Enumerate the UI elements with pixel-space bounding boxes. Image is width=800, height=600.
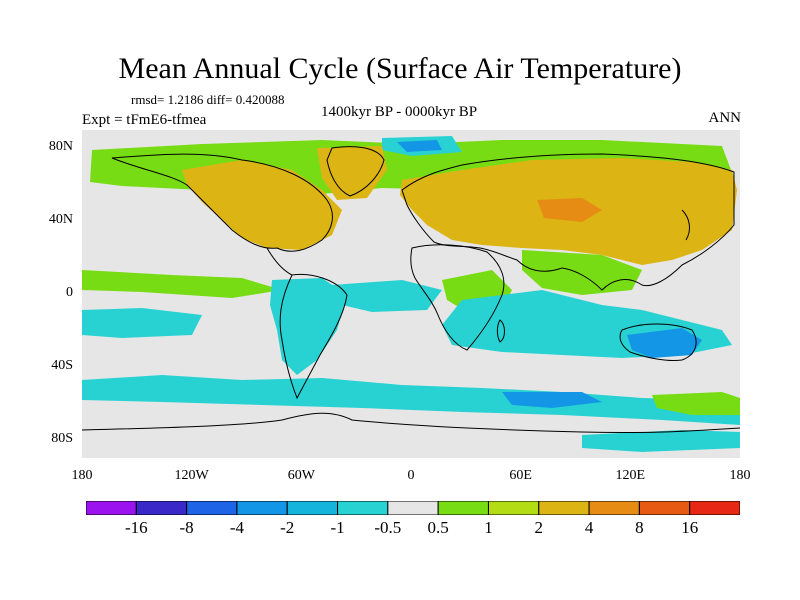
antarctic-green: [652, 392, 740, 415]
colorbar-level-label: 2: [534, 518, 544, 537]
lon-label: 180: [729, 468, 751, 483]
north-pacific-green: [82, 270, 282, 298]
colorbar-level-label: 4: [584, 518, 594, 537]
lat-label: 80S: [51, 430, 73, 446]
africa-coast: [410, 244, 505, 351]
colorbar-segment: [286, 501, 339, 515]
colorbar-level-label: 1: [484, 518, 493, 537]
antarctica-coast: [82, 412, 740, 434]
colorbar: [86, 501, 740, 515]
colorbar-level-label: -8: [179, 518, 194, 537]
south-america-cyan: [270, 278, 347, 375]
colorbar-segment: [588, 501, 640, 515]
lon-label: 180: [71, 468, 93, 483]
lat-label: 40S: [51, 357, 73, 373]
antarctic-cyan-lower: [582, 430, 740, 452]
australia-blue: [627, 328, 702, 358]
madagascar-coast: [496, 319, 505, 343]
colorbar-segment: [236, 501, 288, 515]
colorbar-level-label: -0.5: [374, 518, 402, 537]
eurasia-coast: [401, 153, 735, 291]
colorbar-level-label: 8: [635, 518, 644, 537]
southern-ocean-blue: [502, 392, 602, 408]
south-atlantic-cyan: [332, 280, 442, 312]
colorbar-level-label: 16: [681, 518, 699, 537]
australia-coast: [619, 323, 697, 361]
lat-label: 0: [66, 285, 73, 300]
colorbar-level-label: -4: [229, 518, 245, 537]
colorbar-segment: [135, 501, 188, 515]
eurasia-orange-core: [537, 198, 602, 222]
south-asia-green: [522, 250, 642, 295]
lon-label: 0: [407, 468, 415, 483]
experiment-label: Expt = tFmE6-tfmea: [82, 112, 207, 128]
tropical-pacific-cyan: [82, 308, 202, 338]
season-label: ANN: [708, 110, 742, 126]
colorbar-segment: [337, 501, 389, 515]
lon-label: 60E: [509, 468, 532, 483]
colorbar-segment: [689, 501, 740, 515]
colorbar-segment: [437, 501, 489, 515]
colorbar-segment: [387, 501, 439, 515]
colorbar-segment: [86, 501, 137, 515]
plot-title: Mean Annual Cycle (Surface Air Temperatu…: [118, 52, 682, 85]
north-america-coast: [111, 153, 333, 252]
colorbar-level-label: -1: [330, 518, 345, 537]
anomaly-fields: [82, 136, 740, 452]
greenland-coast: [326, 146, 385, 197]
greenland-warm: [317, 146, 387, 200]
lon-label: 120W: [174, 468, 209, 483]
north-america-warm: [182, 160, 342, 250]
colorbar-segment: [487, 501, 540, 515]
lat-label: 80N: [48, 139, 73, 155]
colorbar-segment: [186, 501, 238, 515]
colorbar-level-label: 0.5: [427, 518, 449, 537]
colorbar-level-label: -16: [124, 518, 148, 537]
colorbar-segment: [638, 501, 691, 515]
lat-label: 40N: [48, 212, 73, 228]
central-america-coast: [266, 247, 293, 276]
africa-north-neutral: [382, 248, 482, 280]
colorbar-segment: [538, 501, 590, 515]
coastlines: [82, 146, 740, 434]
rmsd-diff-stats: rmsd= 1.2186 diff= 0.420088: [131, 92, 285, 107]
temperature-anomaly-map: [82, 130, 740, 458]
lon-label: 60W: [287, 468, 315, 483]
arctic-blue-patch: [397, 140, 442, 152]
southern-ocean-cyan: [82, 375, 740, 425]
south-america-coast: [279, 273, 348, 400]
colorbar-level-label: -2: [280, 518, 295, 537]
japan-coast: [681, 209, 690, 241]
lon-label: 120E: [615, 468, 646, 483]
period-label: 1400kyr BP - 0000kyr BP: [321, 104, 478, 120]
